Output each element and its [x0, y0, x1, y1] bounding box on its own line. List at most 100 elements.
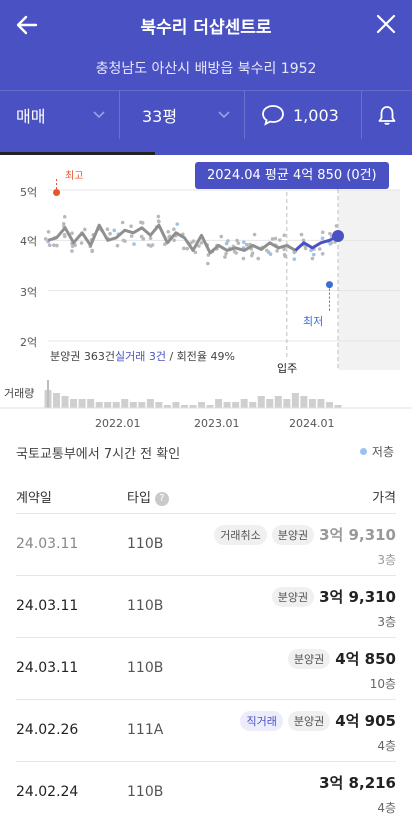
volume-bar: [240, 399, 248, 408]
legend-label: 저층: [371, 445, 394, 459]
row-price-line: 분양권 4억 850: [287, 648, 396, 669]
table-row[interactable]: 24.03.11 110B 분양권 4억 850 10층: [16, 637, 396, 699]
volume-bar: [266, 399, 274, 408]
transaction-dot: [47, 243, 52, 248]
volume-bar: [121, 399, 129, 408]
row-price-line: 분양권 3억 9,310: [271, 586, 396, 607]
volume-bar: [104, 402, 112, 408]
transaction-dot: [206, 261, 210, 266]
deal-type-value: 매매: [16, 107, 46, 126]
row-price: 3억 9,310: [319, 588, 396, 606]
deal-type-dropdown[interactable]: 매매: [0, 91, 120, 139]
transaction-dot: [61, 222, 66, 226]
complex-title: 북수리 더샵센트로: [140, 18, 272, 38]
presale-tag: 분양권: [287, 710, 331, 731]
volume-bar: [95, 402, 103, 408]
size-dropdown[interactable]: 33평: [120, 91, 245, 139]
transaction-dot: [43, 237, 48, 241]
presale-tag: 분양권: [287, 648, 331, 669]
volume-bar: [206, 405, 214, 408]
transaction-dot: [206, 253, 211, 257]
volume-label: 거래량: [4, 387, 35, 400]
transaction-dot: [156, 214, 161, 219]
size-value: 33평: [142, 107, 178, 126]
back-arrow-icon[interactable]: [14, 12, 40, 38]
volume-bar: [155, 402, 163, 408]
volume-bar: [53, 393, 61, 408]
row-price: 4억 850: [335, 650, 396, 668]
floor-legend: 저층: [359, 443, 394, 460]
transaction-dot: [46, 229, 51, 234]
active-tab-indicator: [0, 152, 155, 155]
x-tick-label: 2023.01: [194, 417, 240, 430]
chart-canvas: [0, 179, 412, 409]
transaction-dot: [282, 247, 286, 252]
row-date: 24.02.26: [16, 722, 79, 738]
move-in-label: 입주: [277, 362, 298, 375]
comment-count: 1,003: [293, 105, 339, 125]
table-row[interactable]: 24.02.26 111A 직거래 분양권 4억 905 4층: [16, 699, 396, 761]
transaction-dot: [292, 257, 297, 261]
transaction-dot: [83, 227, 87, 232]
transaction-dot: [244, 242, 249, 247]
transaction-dot: [334, 224, 339, 228]
transaction-dot: [320, 251, 325, 256]
transaction-dot: [191, 239, 196, 243]
row-date: 24.03.11: [16, 598, 79, 614]
volume-bar: [138, 402, 146, 408]
transaction-dot: [299, 232, 304, 237]
close-icon[interactable]: [376, 14, 396, 34]
complex-address: 충청남도 아산시 배방읍 북수리 1952: [95, 61, 317, 77]
row-type: 110B: [127, 536, 164, 552]
chart-stats: 분양권 363건실거래 3건 / 회전율 49%: [50, 348, 235, 364]
high-price-label: 최고: [65, 171, 84, 182]
transaction-dot: [232, 249, 237, 254]
volume-bar: [163, 405, 171, 408]
volume-bar: [308, 399, 316, 408]
transaction-dot: [282, 253, 287, 257]
data-source-note: 국토교통부에서 7시간 전 확인: [16, 447, 181, 462]
transaction-dot: [252, 232, 257, 237]
col-type-label: 타입: [127, 491, 151, 506]
row-type: 110B: [127, 784, 164, 800]
transaction-dot: [105, 227, 110, 232]
transaction-dot: [172, 227, 176, 231]
help-icon[interactable]: ?: [154, 492, 169, 506]
transaction-dot: [115, 243, 120, 248]
row-price: 3억 9,310: [319, 526, 396, 544]
transaction-dot: [250, 251, 255, 255]
transaction-dot: [70, 249, 74, 253]
col-price: 가격: [372, 491, 396, 506]
transaction-dot: [226, 239, 230, 243]
x-tick-label: 2024.01: [289, 417, 335, 430]
transaction-dot: [317, 247, 322, 251]
table-row[interactable]: 24.02.24 110B 3억 8,216 4층: [16, 761, 396, 823]
transaction-dot: [163, 242, 167, 247]
comments-button[interactable]: 1,003: [245, 91, 362, 139]
price-chart[interactable]: 5억 4억 3억 2억 2022.01 2023.01 2024.01 2024…: [0, 155, 412, 430]
real-deal-count: 실거래 3건: [114, 350, 166, 363]
volume-bar: [198, 402, 206, 408]
transaction-dot: [166, 229, 171, 234]
row-floor: 3층: [377, 615, 396, 629]
y-tick-label: 5억: [20, 186, 38, 199]
transaction-dot: [112, 228, 117, 233]
transaction-dot: [141, 237, 146, 241]
transaction-dot: [70, 231, 74, 235]
volume-bar: [232, 402, 240, 408]
y-tick-label: 2억: [20, 336, 38, 349]
row-date: 24.03.11: [16, 660, 79, 676]
transaction-dot: [52, 243, 56, 247]
volume-bar: [325, 402, 333, 408]
transaction-dot: [264, 248, 269, 253]
col-type: 타입?: [127, 487, 169, 506]
notification-button[interactable]: [362, 91, 412, 139]
row-type: 110B: [127, 660, 164, 676]
transaction-dot: [270, 237, 275, 241]
table-row[interactable]: 24.03.11 110B 분양권 3억 9,310 3층: [16, 575, 396, 637]
transaction-dot: [149, 244, 153, 248]
table-row[interactable]: 24.03.11 110B 거래취소 분양권 3억 9,310 3층: [16, 513, 396, 575]
chevron-down-icon: [218, 111, 230, 119]
transaction-dot: [320, 230, 325, 235]
row-price: 4억 905: [335, 712, 396, 730]
